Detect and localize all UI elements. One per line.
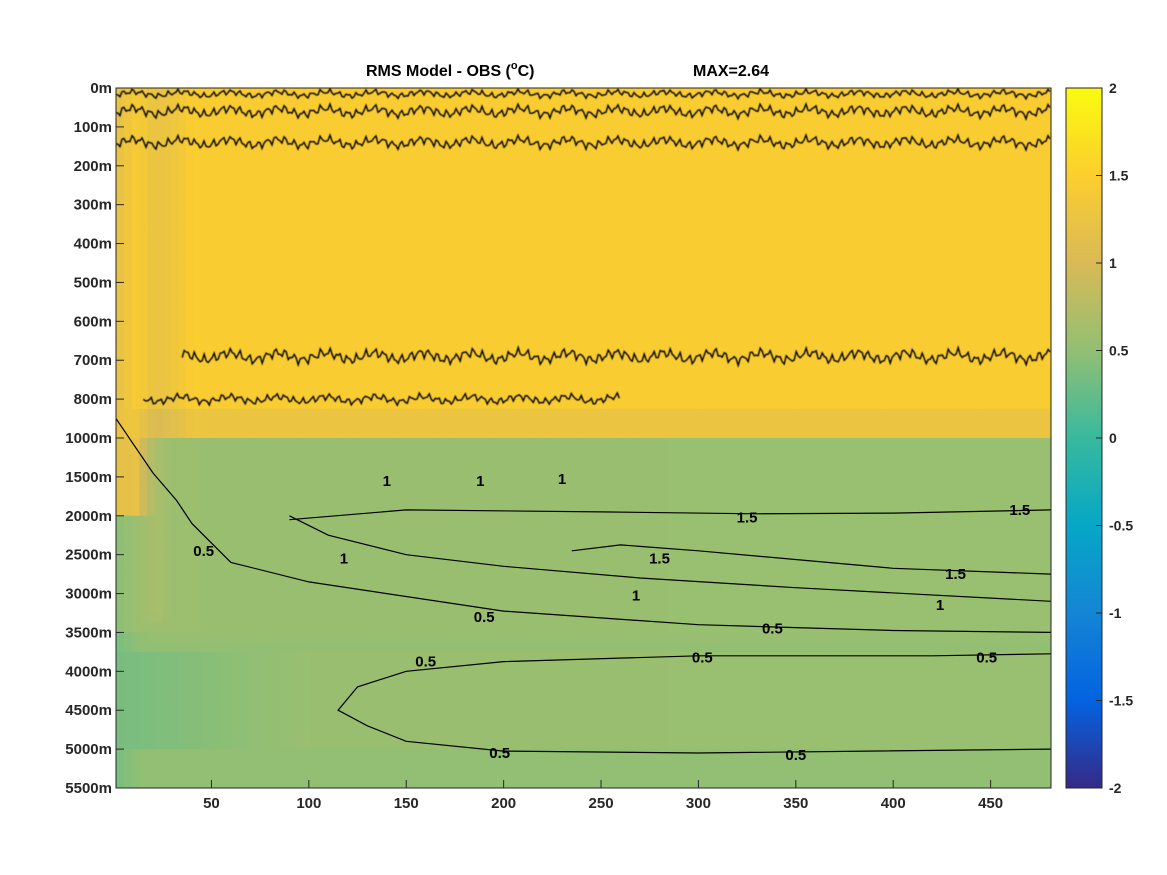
y-tick-label: 3000m	[65, 586, 112, 603]
x-tick-label: 450	[978, 795, 1003, 812]
x-tick-label: 50	[203, 795, 220, 812]
y-tick-label: 400m	[74, 236, 112, 253]
y-tick-label: 0m	[90, 80, 112, 97]
y-tick-label: 600m	[74, 313, 112, 330]
contour-label: 0.5	[474, 609, 495, 626]
colorbar-tick-label: 2	[1109, 80, 1117, 96]
surface-contour-noise	[116, 88, 1051, 407]
contour-label: 1	[558, 471, 566, 488]
contour-label: 1.5	[649, 551, 670, 568]
contour-line-1	[289, 515, 1051, 602]
x-tick-label: 400	[881, 795, 906, 812]
colorbar-ticks: 2 1.5 1 0.5 0 -0.5 -1 -1.5 -2	[1096, 80, 1133, 796]
y-tick-label: 1500m	[65, 469, 112, 486]
y-tick-label: 2000m	[65, 508, 112, 525]
contour-label: 0.5	[785, 747, 806, 764]
contour-line-1_5	[289, 509, 1051, 521]
contour-line-0_5	[337, 653, 1051, 754]
x-tick-label: 300	[686, 795, 711, 812]
y-tick-label: 800m	[74, 391, 112, 408]
contour-label: 1.5	[1009, 502, 1030, 519]
colorbar-tick-label: -0.5	[1109, 518, 1133, 534]
chart-title-superscript: o	[511, 60, 518, 72]
contour-label: 0.5	[489, 745, 510, 762]
x-tick-label: 150	[394, 795, 419, 812]
x-tick-label: 350	[783, 795, 808, 812]
chart-title: RMS Model - OBS (oC)	[366, 60, 535, 80]
contour-label: 0.5	[762, 621, 783, 638]
y-tick-label: 100m	[74, 119, 112, 136]
contour-label: 1	[632, 588, 640, 605]
contour-label: 1.5	[737, 510, 758, 527]
y-tick-label: 700m	[74, 352, 112, 369]
y-tick-label: 5500m	[65, 780, 112, 797]
contour-line-0_5	[116, 418, 1051, 633]
y-tick-label: 3500m	[65, 624, 112, 641]
colorbar-tick-label: -1	[1109, 605, 1122, 621]
contour-label: 0.5	[193, 543, 214, 560]
colorbar-tick-label: 1.5	[1109, 168, 1129, 184]
contour-label: 0.5	[415, 654, 436, 671]
y-tick-label: 200m	[74, 158, 112, 175]
y-tick-label: 500m	[74, 274, 112, 291]
colorbar-tick-label: -1.5	[1109, 693, 1133, 709]
y-tick-label: 300m	[74, 197, 112, 214]
y-tick-label: 4000m	[65, 663, 112, 680]
colorbar: 2 1.5 1 0.5 0 -0.5 -1 -1.5 -2	[1065, 80, 1133, 796]
contour-label: 0.5	[692, 650, 713, 667]
y-tick-label: 1000m	[65, 430, 112, 447]
y-tick-label: 5000m	[65, 741, 112, 758]
contour-label: 0.5	[976, 650, 997, 667]
y-axis: 0m 100m 200m 300m 400m 500m 600m 700m 800m 1000m 1…	[65, 80, 124, 797]
chart-title-unit: C)	[518, 63, 535, 80]
y-tick-label: 2500m	[65, 547, 112, 564]
contour-label: 1	[340, 551, 348, 568]
x-tick-label: 250	[589, 795, 614, 812]
x-axis: 50 100 150 200 250 300 350 400 450	[203, 780, 1003, 812]
contour-label: 1	[936, 597, 944, 614]
contour-label: 1	[383, 473, 391, 490]
x-tick-label: 200	[491, 795, 516, 812]
chart-title-main: RMS Model - OBS (	[366, 63, 512, 80]
colorbar-tick-label: 0.5	[1109, 343, 1129, 359]
chart-max-label: MAX=2.64	[693, 63, 769, 80]
contour-label: 1	[476, 473, 484, 490]
contour-lines	[116, 418, 1051, 754]
x-tick-label: 100	[296, 795, 321, 812]
colorbar-tick-label: 1	[1109, 255, 1117, 271]
contour-label: 1.5	[945, 566, 966, 583]
colorbar-tick-label: 0	[1109, 430, 1117, 446]
y-tick-label: 4500m	[65, 702, 112, 719]
heatmap-field	[116, 88, 1051, 788]
colorbar-tick-label: -2	[1109, 780, 1122, 796]
contour-line-1_5	[571, 544, 1051, 575]
